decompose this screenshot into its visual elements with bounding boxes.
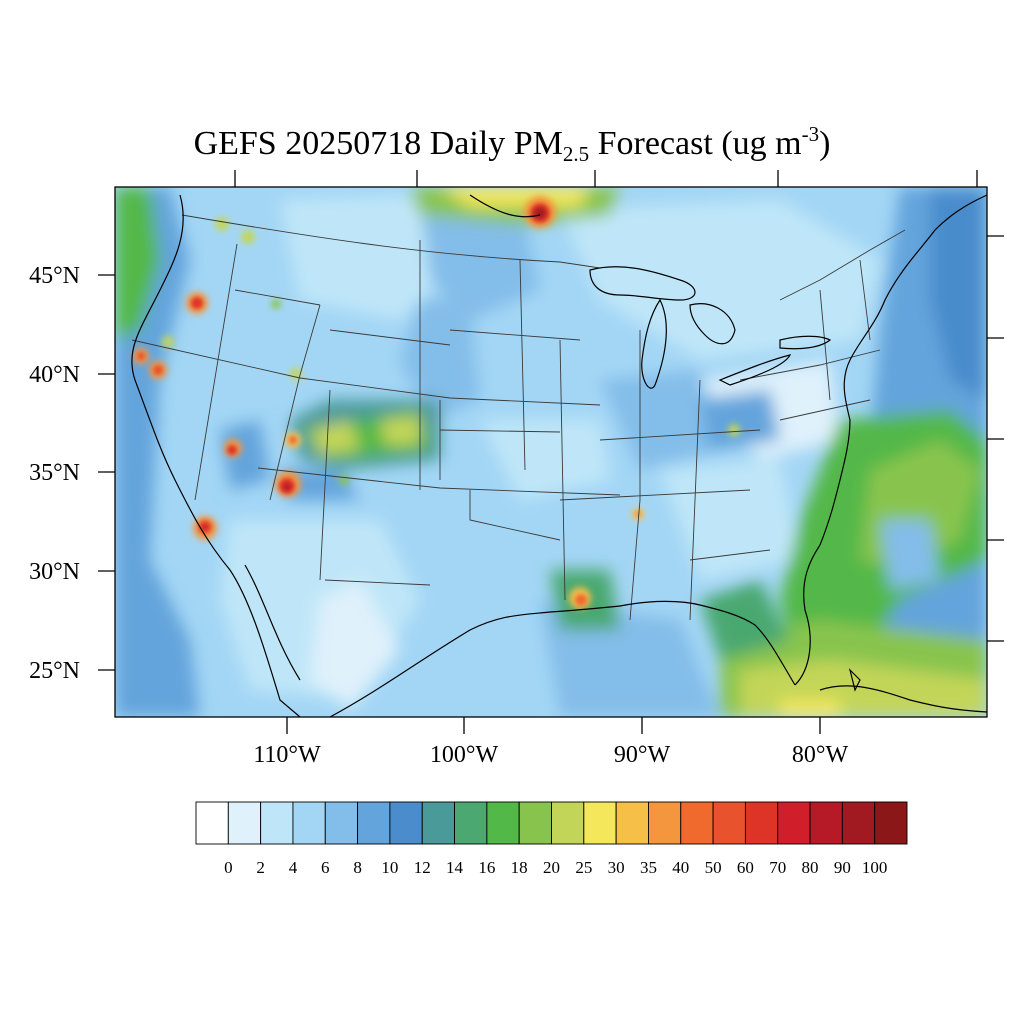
bottom-ticks <box>286 717 821 734</box>
concentration-field <box>115 187 987 717</box>
colorbar-label: 100 <box>862 858 888 877</box>
colorbar-label: 35 <box>640 858 657 877</box>
lat-label-25: 25°N <box>29 658 80 684</box>
colorbar-label: 50 <box>705 858 722 877</box>
colorbar-swatch <box>841 801 876 845</box>
title-superscript: -3 <box>801 122 820 146</box>
colorbar-swatch <box>551 801 585 845</box>
title-prefix: GEFS 20250718 Daily PM <box>193 125 563 162</box>
colorbar-label: 12 <box>414 858 431 877</box>
title-suffix: ) <box>819 125 831 162</box>
colorbar-swatch <box>518 801 552 845</box>
colorbar-label: 70 <box>769 858 786 877</box>
colorbar-swatch <box>260 801 294 845</box>
colorbar-label: 80 <box>802 858 819 877</box>
colorbar-swatch <box>227 801 262 845</box>
lon-label-80: 80°W <box>792 742 849 768</box>
colorbar-label: 2 <box>256 858 265 877</box>
colorbar-label: 20 <box>543 858 560 877</box>
lat-label-45: 45°N <box>29 263 80 289</box>
colorbar-label: 4 <box>289 858 298 877</box>
colorbar-swatch <box>744 801 779 845</box>
colorbar-swatch <box>454 801 488 845</box>
colorbar-swatch <box>357 801 391 845</box>
colorbar-label: 8 <box>353 858 362 877</box>
map-title: GEFS 20250718 Daily PM2.5 Forecast (ug m… <box>0 112 1024 176</box>
colorbar-swatch <box>648 801 682 845</box>
lat-label-35: 35°N <box>29 460 80 486</box>
colorbar-swatch <box>809 801 843 845</box>
colorbar-swatch <box>777 801 811 845</box>
longitude-labels: 110°W 100°W 90°W 80°W <box>253 742 848 768</box>
colorbar-label: 60 <box>737 858 754 877</box>
title-subscript: 2.5 <box>562 142 590 166</box>
top-ticks <box>234 170 978 187</box>
lat-label-40: 40°N <box>29 362 80 388</box>
right-ticks <box>987 235 1004 642</box>
colorbar-label: 6 <box>321 858 330 877</box>
colorbar-label: 30 <box>608 858 625 877</box>
colorbar-label: 14 <box>446 858 464 877</box>
colorbar <box>195 801 908 845</box>
colorbar-swatch <box>874 801 908 845</box>
coastlines <box>131 194 987 717</box>
lon-label-100: 100°W <box>430 742 499 768</box>
colorbar-swatch <box>421 801 456 845</box>
colorbar-label: 40 <box>672 858 689 877</box>
colorbar-label: 0 <box>224 858 233 877</box>
lon-label-90: 90°W <box>614 742 671 768</box>
colorbar-swatch <box>712 801 746 845</box>
latitude-labels: 45°N 40°N 35°N 30°N 25°N <box>29 263 80 684</box>
left-ticks <box>98 274 115 671</box>
colorbar-swatch <box>486 801 520 845</box>
lon-label-110: 110°W <box>253 742 321 768</box>
map-frame <box>114 186 988 718</box>
colorbar-swatch <box>583 801 617 845</box>
colorbar-swatch <box>324 801 359 845</box>
colorbar-label: 16 <box>478 858 495 877</box>
colorbar-labels: 0 2 4 6 8 10 12 14 16 18 20 25 30 35 40 50 60 70 80 90 100 <box>224 858 887 877</box>
colorbar-swatch <box>195 801 229 845</box>
colorbar-label: 90 <box>834 858 851 877</box>
colorbar-swatch <box>292 801 326 845</box>
colorbar-swatch <box>615 801 649 845</box>
colorbar-label: 25 <box>575 858 592 877</box>
colorbar-swatch <box>680 801 714 845</box>
lat-label-30: 30°N <box>29 559 80 585</box>
title-middle: Forecast (ug m <box>589 125 802 162</box>
colorbar-label: 18 <box>511 858 528 877</box>
state-boundaries <box>131 214 906 621</box>
colorbar-label: 10 <box>381 858 398 877</box>
colorbar-swatch <box>389 801 423 845</box>
